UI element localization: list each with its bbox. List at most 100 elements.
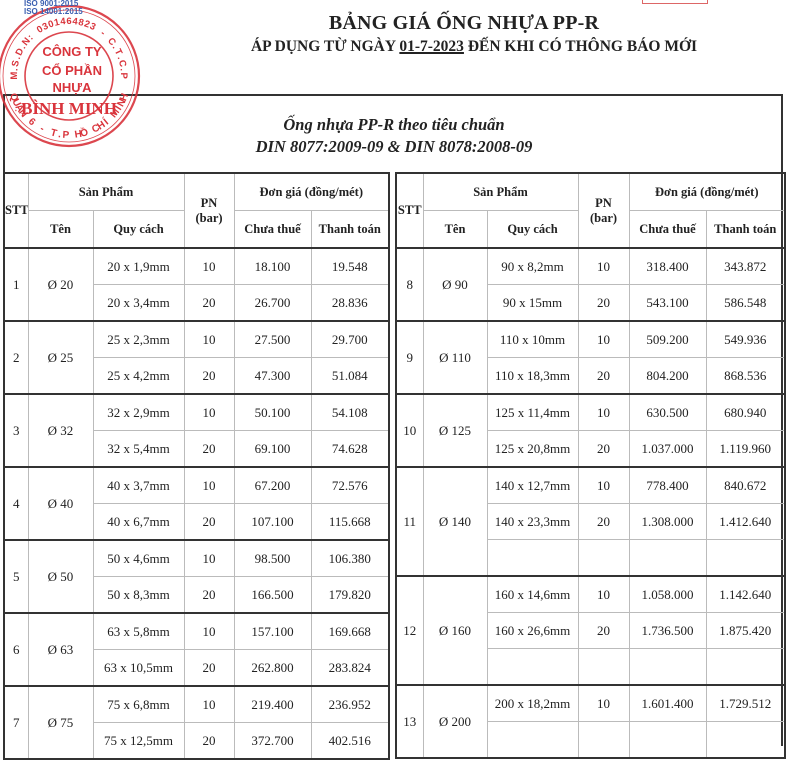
header-pn-label: PN (200, 195, 218, 210)
header-row: Tên Quy cách Chưa thuế Thanh toán (396, 210, 786, 249)
corner-mark (642, 0, 708, 4)
spec-cell: 125 x 11,4mm (486, 393, 579, 431)
pn-cell: 20 (183, 430, 235, 468)
spec-cell: 140 x 23,3mm (486, 503, 579, 540)
pn-cell: 10 (183, 320, 235, 358)
price-table-right: STT Sản Phẩm PN (bar) Đơn giá (đồng/mét) Tên Q… (395, 172, 787, 759)
header-pre-tax: Chưa thuế (628, 210, 707, 249)
total-price-cell: 29.700 (310, 320, 390, 358)
pn-cell: 20 (577, 503, 630, 540)
stt-cell: 5 (3, 539, 29, 614)
pre-tax-price-cell: 69.100 (233, 430, 312, 468)
spec-cell (486, 648, 579, 686)
stt-cell: 12 (395, 575, 424, 686)
stt-cell: 10 (395, 393, 424, 468)
pn-cell: 20 (577, 284, 630, 322)
header-spec: Quy cách (486, 210, 579, 249)
header-stt: STT (395, 172, 424, 249)
spec-cell: 90 x 15mm (486, 284, 579, 322)
spec-cell: 63 x 10,5mm (92, 649, 185, 687)
header-name: Tên (27, 210, 94, 249)
seal-line-3: NHỰA (53, 80, 93, 95)
seal-ring-top-char: 4 (72, 16, 79, 28)
seal-ring-bottom-char: H (118, 92, 131, 103)
product-name-cell: Ø 63 (27, 612, 94, 687)
iso-certification: ISO 9001:2015 ISO 14001:2015 (24, 0, 83, 16)
pn-cell: 10 (183, 539, 235, 577)
stt-cell: 13 (395, 684, 424, 759)
pre-tax-price-cell: 67.200 (233, 466, 312, 504)
product-name-cell: Ø 75 (27, 685, 94, 760)
pre-tax-price-cell: 630.500 (628, 393, 707, 431)
pre-tax-price-cell: 543.100 (628, 284, 707, 322)
spec-cell: 160 x 26,6mm (486, 612, 579, 649)
product-name-cell: Ø 200 (422, 684, 488, 759)
product-name-cell: Ø 90 (422, 247, 488, 322)
total-price-cell (705, 539, 786, 577)
total-price-cell: 1.142.640 (705, 575, 786, 613)
total-price-cell: 840.672 (705, 466, 786, 504)
total-price-cell: 402.516 (310, 722, 390, 760)
subtitle-prefix: ÁP DỤNG TỪ NGÀY (250, 38, 400, 55)
pn-cell: 20 (183, 576, 235, 614)
table-row: 11 Ø 140 140 x 12,7mm 10 778.400 840.672 (395, 466, 786, 577)
spec-cell: 63 x 5,8mm (92, 612, 185, 650)
pre-tax-price-cell: 166.500 (233, 576, 312, 614)
pre-tax-price-cell: 26.700 (233, 284, 312, 322)
seal-ring-top-char: . (18, 43, 29, 51)
pn-cell: 10 (577, 466, 630, 504)
pre-tax-price-cell: 1.601.400 (628, 684, 707, 722)
spec-cell: 110 x 10mm (486, 320, 579, 358)
pre-tax-price-cell: 27.500 (233, 320, 312, 358)
header-total: Thanh toán (310, 210, 390, 249)
iso-line: ISO 14001:2015 (24, 7, 83, 16)
seal-ring-top-char: 3 (88, 21, 98, 33)
stt-cell: 1 (3, 247, 29, 322)
seal-line-4: BÌNH MINH (21, 99, 117, 118)
seal-ring-top-char: 6 (66, 16, 71, 27)
total-price-cell: 549.936 (705, 320, 786, 358)
seal-ring-bottom-char: I (114, 104, 125, 113)
pn-cell: 20 (183, 503, 235, 541)
total-price-cell: 586.548 (705, 284, 786, 322)
seal-ring-top-char: C (116, 59, 128, 68)
seal-ring-top-char: . (110, 43, 121, 51)
total-price-cell: 1.875.420 (705, 612, 786, 649)
seal-ring-top-char: 4 (60, 16, 67, 28)
seal-ring-top-char: T (112, 47, 125, 57)
pre-tax-price-cell: 804.200 (628, 357, 707, 395)
page-title: BẢNG GIÁ ỐNG NHỰA PP-R (328, 12, 600, 34)
product-name-cell: Ø 20 (27, 247, 94, 322)
product-name-cell: Ø 110 (422, 320, 488, 395)
header-price: Đơn giá (đồng/mét) (628, 172, 786, 211)
seal-ring-bottom-char: P (62, 130, 70, 141)
total-price-cell: 74.628 (310, 430, 390, 468)
seal-ring-bottom-char: 6 (26, 116, 38, 128)
total-price-cell: 51.084 (310, 357, 390, 395)
seal-ring-top-char: 0 (35, 24, 45, 36)
pn-cell (577, 648, 630, 686)
spec-cell: 75 x 12,5mm (92, 722, 185, 760)
spec-cell: 50 x 8,3mm (92, 576, 185, 614)
pn-cell: 10 (183, 612, 235, 650)
total-price-cell: 1.119.960 (705, 430, 786, 468)
spec-cell: 25 x 4,2mm (92, 357, 185, 395)
table-row: 90 x 15mm 20 543.100 586.548 (396, 284, 786, 322)
seal-ring-top-char: . (9, 68, 20, 72)
pre-tax-price-cell: 1.736.500 (628, 612, 707, 649)
pn-cell: 10 (577, 575, 630, 613)
pn-cell: 20 (183, 722, 235, 760)
page-subtitle: ÁP DỤNG TỪ NGÀY 01-7-2023 ĐẾN KHI CÓ THÔ… (160, 38, 788, 56)
total-price-cell: 1.412.640 (705, 503, 786, 540)
seal-ring-bottom-char: Í (101, 115, 112, 127)
spec-cell: 40 x 6,7mm (92, 503, 185, 541)
spec-cell: 75 x 6,8mm (92, 685, 185, 723)
table-row: 50 x 8,3mm 20 166.500 179.820 (4, 576, 390, 614)
spec-cell: 40 x 3,7mm (92, 466, 185, 504)
table-row: 25 x 4,2mm 20 47.300 51.084 (4, 357, 390, 395)
table-row (396, 648, 786, 686)
